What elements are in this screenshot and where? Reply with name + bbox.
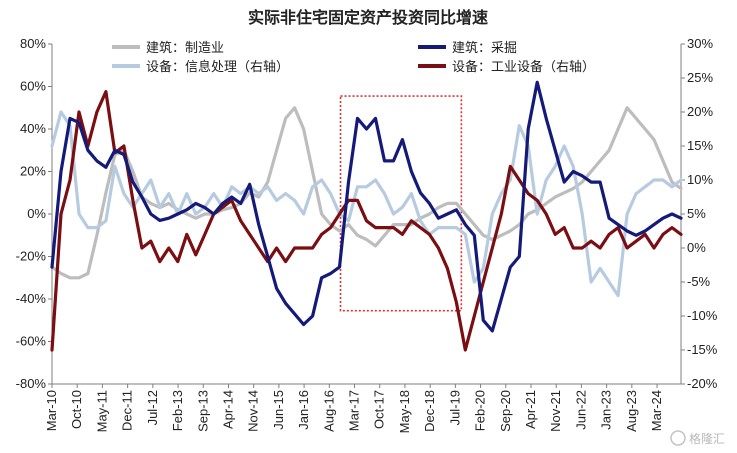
y-left-tick-label: -80%: [16, 376, 47, 391]
plot-area: [50, 80, 683, 352]
y-axis-right: 30% 25% 20% 15% 10% 5% 0% -5% -10% -15% -20%: [681, 36, 718, 391]
axes: [51, 44, 682, 385]
x-tick-label: Jun-15: [271, 390, 286, 430]
x-axis: Mar-10 Oct-10 May-11 Dec-11 Jul-12 Feb-13 Sep-…: [44, 384, 664, 433]
chart-title: 实际非住宅固定资产投资同比增速: [248, 8, 488, 27]
y-left-tick-label: 40%: [20, 121, 46, 136]
y-right-tick-label: -10%: [687, 308, 718, 323]
series-line-info-processing: [50, 110, 683, 298]
y-right-tick-label: 30%: [687, 36, 713, 51]
y-left-tick-label: 0%: [27, 206, 46, 221]
x-tick-label: Oct-17: [372, 390, 387, 429]
watermark-logo-icon: [670, 430, 686, 446]
watermark-text: 格隆汇: [689, 431, 725, 446]
y-right-tick-label: 5%: [687, 206, 706, 221]
x-tick-label: Jan-16: [296, 390, 311, 430]
y-left-tick-label: -60%: [16, 334, 47, 349]
x-tick-label: Nov-14: [246, 390, 261, 432]
y-right-tick-label: 25%: [687, 70, 713, 85]
y-left-tick-label: 60%: [20, 79, 46, 94]
x-tick-label: Aug-16: [321, 390, 336, 432]
y-right-tick-label: 10%: [687, 172, 713, 187]
x-tick-label: Jul-12: [145, 390, 160, 425]
legend-label-mining: 建筑：采掘: [452, 40, 517, 56]
legend-label-industrial-equipment: 设备：工业设备（右轴）: [452, 59, 595, 75]
y-axis-left: 80% 60% 40% 20% 0% -20% -40% -60% -80%: [16, 36, 52, 391]
y-left-tick-label: 80%: [20, 36, 46, 51]
highlight-rect: [339, 95, 463, 312]
x-tick-label: Jan-23: [599, 390, 614, 430]
highlight-box: [339, 95, 463, 312]
y-right-tick-label: 20%: [687, 104, 713, 119]
x-tick-label: Aug-23: [624, 390, 639, 432]
watermark: 格隆汇: [670, 430, 725, 446]
x-tick-label: Apr-14: [220, 390, 235, 429]
x-tick-label: May-11: [94, 390, 109, 432]
series-line-industrial-equipment: [50, 89, 683, 352]
x-tick-label: Mar-24: [649, 390, 664, 431]
y-left-tick-label: -40%: [16, 291, 47, 306]
x-tick-label: Nov-21: [548, 390, 563, 432]
series-line-mining: [50, 80, 683, 333]
x-tick-label: Dec-11: [120, 390, 135, 431]
x-tick-label: Mar-10: [44, 390, 59, 431]
legend-label-info-processing: 设备：信息处理（右轴）: [146, 59, 289, 75]
x-tick-label: Feb-13: [170, 390, 185, 431]
x-tick-label: Sep-13: [195, 390, 210, 432]
y-left-tick-label: 20%: [20, 164, 46, 179]
y-right-tick-label: -5%: [687, 274, 711, 289]
y-right-tick-label: -15%: [687, 342, 718, 357]
y-right-tick-label: 0%: [687, 240, 706, 255]
y-right-tick-label: 15%: [687, 138, 713, 153]
x-tick-label: Apr-21: [523, 390, 538, 429]
x-tick-label: Mar-17: [347, 390, 362, 431]
x-tick-label: Feb-20: [473, 390, 488, 431]
x-tick-label: Jun-22: [573, 390, 588, 430]
x-tick-label: Jul-19: [447, 390, 462, 425]
legend-label-manufacturing: 建筑：制造业: [146, 40, 224, 56]
x-tick-label: Sep-20: [498, 390, 513, 432]
x-tick-label: Dec-18: [422, 390, 437, 432]
legend: 建筑：制造业 建筑：采掘 设备：信息处理（右轴） 设备：工业设备（右轴）: [112, 40, 595, 75]
x-tick-label: May-18: [397, 390, 412, 433]
y-right-tick-label: -20%: [687, 376, 718, 391]
x-tick-label: Oct-10: [69, 390, 84, 429]
y-left-tick-label: -20%: [16, 249, 47, 264]
